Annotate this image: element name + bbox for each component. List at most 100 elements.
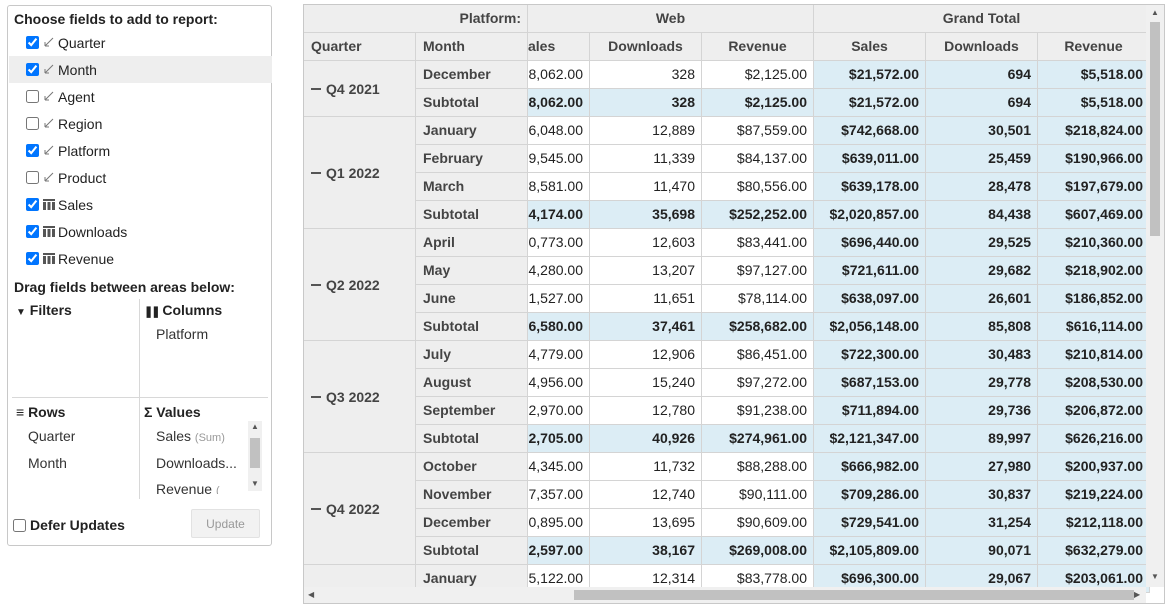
field-item-sales[interactable]: Sales [9,191,272,218]
web-value-cell[interactable]: 9,545.00 [528,145,590,173]
grand-total-value-cell[interactable]: 84,438 [926,201,1038,229]
web-value-cell[interactable]: $97,127.00 [702,257,814,285]
grand-total-value-cell[interactable]: $607,469.00 [1038,201,1150,229]
defer-updates[interactable]: Defer Updates [13,517,125,533]
month-row-header[interactable]: December [416,61,528,89]
web-value-cell[interactable]: $78,114.00 [702,285,814,313]
grand-total-value-cell[interactable]: 31,254 [926,509,1038,537]
grand-total-value-cell[interactable]: $219,224.00 [1038,481,1150,509]
quarter-row-header[interactable]: Q3 2022 [304,341,416,453]
field-checkbox-sales[interactable] [26,198,39,211]
grand-total-value-cell[interactable]: $696,440.00 [814,229,926,257]
subtotal-row-header[interactable]: Subtotal [416,313,528,341]
web-value-cell[interactable]: $87,559.00 [702,117,814,145]
month-row-header[interactable]: May [416,257,528,285]
month-row-header[interactable]: September [416,397,528,425]
grid-vertical-scrollbar[interactable]: ▲ ▼ [1146,5,1164,587]
web-value-cell[interactable]: 35,698 [590,201,702,229]
web-value-cell[interactable]: 4,956.00 [528,369,590,397]
grand-total-value-cell[interactable]: $210,360.00 [1038,229,1150,257]
grand-total-value-cell[interactable]: $616,114.00 [1038,313,1150,341]
web-value-cell[interactable]: 8,581.00 [528,173,590,201]
field-item-region[interactable]: Region [9,110,272,137]
grand-total-value-cell[interactable]: $666,982.00 [814,453,926,481]
grand-total-value-cell[interactable]: $218,902.00 [1038,257,1150,285]
web-value-cell[interactable]: 12,780 [590,397,702,425]
web-value-cell[interactable]: $252,252.00 [702,201,814,229]
collapse-icon[interactable] [311,507,321,510]
grid-horizontal-scrollbar[interactable]: ◀ ▶ [304,587,1146,603]
grand-total-value-cell[interactable]: $711,894.00 [814,397,926,425]
month-row-header[interactable]: November [416,481,528,509]
month-row-header[interactable]: June [416,285,528,313]
grand-total-value-cell[interactable]: $687,153.00 [814,369,926,397]
grand-total-value-cell[interactable]: $639,011.00 [814,145,926,173]
columns-item-platform[interactable]: Platform [156,326,209,342]
web-value-cell[interactable]: 38,167 [590,537,702,565]
grand-total-value-cell[interactable]: 25,459 [926,145,1038,173]
grand-total-value-cell[interactable]: $639,178.00 [814,173,926,201]
grand-total-value-cell[interactable]: 29,682 [926,257,1038,285]
web-value-cell[interactable]: 0,895.00 [528,509,590,537]
web-value-cell[interactable]: $80,556.00 [702,173,814,201]
web-value-cell[interactable]: 7,357.00 [528,481,590,509]
grand-total-value-cell[interactable]: $186,852.00 [1038,285,1150,313]
grand-total-value-cell[interactable]: 694 [926,61,1038,89]
values-item-sales[interactable]: Sales (Sum) [156,428,225,444]
grand-total-value-cell[interactable]: 29,525 [926,229,1038,257]
web-value-cell[interactable]: 6,580.00 [528,313,590,341]
web-value-cell[interactable]: 37,461 [590,313,702,341]
web-value-cell[interactable]: 4,345.00 [528,453,590,481]
field-checkbox-platform[interactable] [26,144,39,157]
field-checkbox-revenue[interactable] [26,252,39,265]
grand-total-value-cell[interactable]: $2,056,148.00 [814,313,926,341]
field-checkbox-month[interactable] [26,63,39,76]
web-value-cell[interactable]: $2,125.00 [702,61,814,89]
grid-vertical-scroll-thumb[interactable] [1150,22,1160,236]
month-row-header[interactable]: April [416,229,528,257]
web-value-cell[interactable]: 328 [590,61,702,89]
grand-total-value-cell[interactable]: $21,572.00 [814,61,926,89]
month-column-header[interactable]: Month [416,33,528,61]
scroll-down-icon[interactable]: ▼ [1151,572,1159,581]
grid-horizontal-scroll-thumb[interactable] [574,590,1134,600]
web-value-cell[interactable]: 13,207 [590,257,702,285]
grand-total-value-cell[interactable]: 29,778 [926,369,1038,397]
grand-total-value-cell[interactable]: $626,216.00 [1038,425,1150,453]
grand-total-value-cell[interactable]: $200,937.00 [1038,453,1150,481]
web-value-cell[interactable]: 2,705.00 [528,425,590,453]
grand-total-value-cell[interactable]: $210,814.00 [1038,341,1150,369]
web-value-cell[interactable]: 12,906 [590,341,702,369]
web-value-cell[interactable]: $86,451.00 [702,341,814,369]
field-item-revenue[interactable]: Revenue [9,245,272,272]
grand-total-measure-header[interactable]: Downloads [926,33,1038,61]
grand-total-value-cell[interactable]: 26,601 [926,285,1038,313]
field-item-agent[interactable]: Agent [9,83,272,110]
grand-total-column-header[interactable]: Grand Total [814,5,1150,33]
web-value-cell[interactable]: 4,779.00 [528,341,590,369]
field-item-downloads[interactable]: Downloads [9,218,272,245]
web-value-cell[interactable]: 13,695 [590,509,702,537]
month-row-header[interactable]: March [416,173,528,201]
grand-total-value-cell[interactable]: $21,572.00 [814,89,926,117]
field-item-platform[interactable]: Platform [9,137,272,164]
quarter-column-header[interactable]: Quarter [304,33,416,61]
grand-total-value-cell[interactable]: 694 [926,89,1038,117]
grand-total-value-cell[interactable]: $5,518.00 [1038,89,1150,117]
subtotal-row-header[interactable]: Subtotal [416,201,528,229]
grand-total-value-cell[interactable]: $212,118.00 [1038,509,1150,537]
grand-total-value-cell[interactable]: 90,071 [926,537,1038,565]
web-value-cell[interactable]: $2,125.00 [702,89,814,117]
subtotal-row-header[interactable]: Subtotal [416,425,528,453]
web-value-cell[interactable]: 4,174.00 [528,201,590,229]
collapse-icon[interactable] [311,395,321,398]
field-checkbox-downloads[interactable] [26,225,39,238]
subtotal-row-header[interactable]: Subtotal [416,537,528,565]
field-item-month[interactable]: Month [9,56,272,83]
web-value-cell[interactable]: 40,926 [590,425,702,453]
field-item-quarter[interactable]: Quarter [9,29,272,56]
defer-updates-checkbox[interactable] [13,518,26,532]
web-value-cell[interactable]: 11,732 [590,453,702,481]
web-value-cell[interactable]: $269,008.00 [702,537,814,565]
grand-total-value-cell[interactable]: $722,300.00 [814,341,926,369]
